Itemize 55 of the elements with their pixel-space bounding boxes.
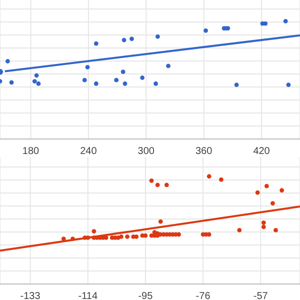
point [120, 70, 126, 74]
point [94, 81, 98, 86]
x-tick-label: -76 [196, 291, 211, 300]
point [34, 73, 39, 78]
x-tick-label: 420 [253, 146, 270, 158]
point [176, 232, 181, 237]
point [140, 76, 145, 80]
point [155, 34, 160, 39]
x-tick-label: 300 [138, 146, 155, 158]
point [119, 234, 124, 239]
point [270, 201, 275, 206]
point [82, 78, 87, 82]
point [92, 229, 96, 234]
point [9, 80, 14, 85]
point [166, 64, 170, 68]
x-tick-label: 360 [196, 146, 213, 158]
point [122, 81, 128, 86]
point [143, 233, 148, 238]
point [204, 28, 208, 33]
point [125, 234, 130, 239]
point [155, 182, 160, 188]
x-tick-label: 240 [80, 146, 98, 158]
point [261, 224, 266, 230]
point [36, 81, 41, 86]
point [130, 36, 134, 42]
point [286, 82, 291, 88]
point [94, 41, 98, 46]
point [255, 190, 260, 195]
point [122, 38, 126, 42]
point [274, 228, 278, 232]
point [154, 81, 158, 86]
x-tick-label: -114 [78, 291, 98, 300]
point [61, 236, 66, 241]
point [114, 78, 119, 82]
point [158, 219, 163, 224]
point [280, 188, 284, 193]
point [283, 19, 288, 24]
point [164, 182, 169, 188]
x-tick-label: 180 [22, 146, 40, 158]
x-tick-label: -95 [138, 291, 154, 300]
x-tick-label: -57 [253, 291, 268, 300]
point [261, 220, 266, 225]
point [234, 82, 239, 88]
point [5, 59, 10, 64]
point [85, 64, 90, 70]
point [32, 79, 37, 84]
point [219, 177, 224, 182]
point [237, 228, 242, 232]
point [149, 178, 154, 183]
x-tick-label: -133 [20, 291, 41, 300]
point [206, 174, 212, 179]
point [70, 236, 75, 241]
point [86, 236, 90, 240]
point [134, 234, 139, 239]
point [264, 184, 269, 188]
